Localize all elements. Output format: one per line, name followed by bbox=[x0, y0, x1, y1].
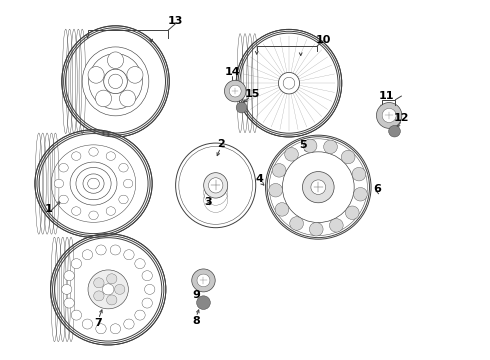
Ellipse shape bbox=[229, 85, 241, 97]
Ellipse shape bbox=[110, 324, 121, 334]
Ellipse shape bbox=[104, 69, 127, 94]
Ellipse shape bbox=[389, 126, 400, 137]
Ellipse shape bbox=[82, 319, 93, 329]
Ellipse shape bbox=[342, 150, 355, 164]
Ellipse shape bbox=[71, 310, 81, 320]
Ellipse shape bbox=[145, 284, 155, 294]
Ellipse shape bbox=[285, 148, 298, 161]
Ellipse shape bbox=[382, 108, 396, 122]
Ellipse shape bbox=[107, 52, 123, 69]
Ellipse shape bbox=[94, 291, 104, 301]
Text: 8: 8 bbox=[192, 316, 200, 325]
Ellipse shape bbox=[82, 250, 93, 260]
Ellipse shape bbox=[115, 284, 125, 294]
Ellipse shape bbox=[64, 298, 74, 308]
Ellipse shape bbox=[119, 163, 128, 172]
Ellipse shape bbox=[352, 167, 366, 181]
Ellipse shape bbox=[61, 284, 72, 294]
Ellipse shape bbox=[266, 135, 371, 239]
Ellipse shape bbox=[196, 296, 210, 310]
Ellipse shape bbox=[329, 219, 343, 232]
Text: 9: 9 bbox=[192, 291, 200, 301]
Ellipse shape bbox=[89, 211, 98, 220]
Text: 7: 7 bbox=[95, 318, 102, 328]
Ellipse shape bbox=[208, 178, 223, 193]
Ellipse shape bbox=[59, 163, 68, 172]
Ellipse shape bbox=[106, 152, 116, 161]
Ellipse shape bbox=[278, 72, 299, 94]
Ellipse shape bbox=[345, 206, 359, 220]
Ellipse shape bbox=[54, 179, 64, 188]
Text: 13: 13 bbox=[168, 17, 183, 27]
Text: 14: 14 bbox=[224, 67, 240, 77]
Ellipse shape bbox=[236, 30, 342, 137]
Ellipse shape bbox=[192, 269, 215, 292]
Text: 15: 15 bbox=[245, 89, 260, 99]
Text: 5: 5 bbox=[299, 140, 306, 150]
Ellipse shape bbox=[175, 143, 256, 228]
Ellipse shape bbox=[59, 195, 68, 204]
Ellipse shape bbox=[269, 184, 283, 197]
Ellipse shape bbox=[88, 270, 128, 309]
Ellipse shape bbox=[94, 278, 104, 288]
Ellipse shape bbox=[96, 245, 106, 255]
Ellipse shape bbox=[110, 245, 121, 255]
Ellipse shape bbox=[102, 284, 114, 295]
Ellipse shape bbox=[123, 179, 133, 188]
Text: 3: 3 bbox=[204, 197, 212, 207]
Ellipse shape bbox=[72, 207, 81, 215]
Ellipse shape bbox=[135, 310, 145, 320]
Ellipse shape bbox=[142, 271, 152, 281]
Text: 6: 6 bbox=[373, 184, 381, 194]
Ellipse shape bbox=[89, 148, 98, 156]
Ellipse shape bbox=[96, 90, 112, 107]
Ellipse shape bbox=[354, 188, 368, 201]
Ellipse shape bbox=[275, 203, 289, 216]
Ellipse shape bbox=[135, 258, 145, 269]
Ellipse shape bbox=[376, 103, 402, 129]
Ellipse shape bbox=[106, 295, 117, 305]
Text: 11: 11 bbox=[379, 91, 394, 101]
Ellipse shape bbox=[124, 319, 134, 329]
Ellipse shape bbox=[272, 163, 286, 177]
Text: 10: 10 bbox=[316, 35, 331, 45]
Ellipse shape bbox=[83, 174, 104, 193]
Ellipse shape bbox=[88, 67, 104, 83]
Ellipse shape bbox=[106, 207, 116, 215]
Text: 4: 4 bbox=[256, 174, 264, 184]
Ellipse shape bbox=[142, 298, 152, 308]
Ellipse shape bbox=[290, 217, 303, 230]
Ellipse shape bbox=[62, 26, 169, 137]
Text: 12: 12 bbox=[393, 113, 409, 123]
Ellipse shape bbox=[82, 47, 149, 116]
Ellipse shape bbox=[303, 139, 317, 153]
Ellipse shape bbox=[197, 274, 210, 287]
Ellipse shape bbox=[127, 67, 143, 83]
Ellipse shape bbox=[309, 222, 323, 236]
Ellipse shape bbox=[35, 130, 152, 237]
Ellipse shape bbox=[311, 180, 326, 194]
Ellipse shape bbox=[71, 258, 81, 269]
Ellipse shape bbox=[124, 250, 134, 260]
Ellipse shape bbox=[119, 195, 128, 204]
Ellipse shape bbox=[96, 324, 106, 334]
Ellipse shape bbox=[302, 172, 334, 203]
Ellipse shape bbox=[324, 140, 338, 154]
Ellipse shape bbox=[64, 271, 74, 281]
Ellipse shape bbox=[106, 274, 117, 284]
Ellipse shape bbox=[72, 152, 81, 161]
Ellipse shape bbox=[120, 90, 136, 107]
Ellipse shape bbox=[236, 102, 247, 113]
Text: 2: 2 bbox=[217, 139, 224, 149]
Ellipse shape bbox=[204, 173, 228, 198]
Ellipse shape bbox=[50, 234, 166, 345]
Ellipse shape bbox=[224, 80, 246, 102]
Text: 1: 1 bbox=[45, 204, 52, 215]
